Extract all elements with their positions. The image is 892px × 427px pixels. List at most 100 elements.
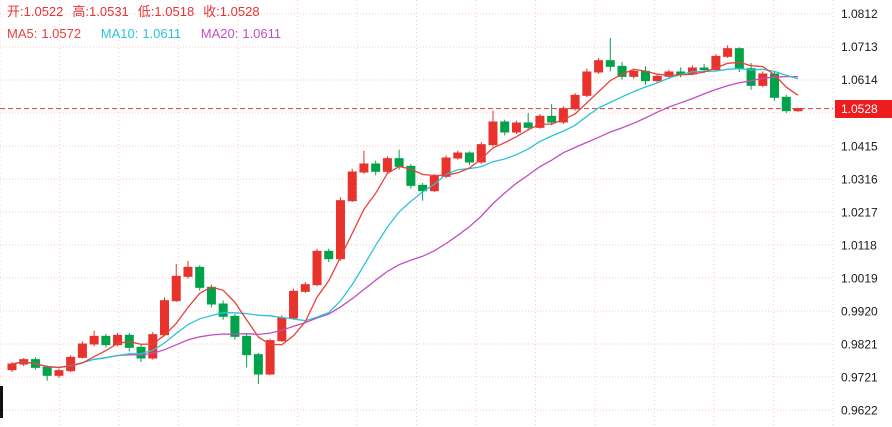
ma20-line: [11, 75, 798, 369]
candle-body: [42, 366, 52, 376]
candle-body: [195, 266, 205, 288]
candle-body: [148, 334, 158, 359]
candle-body: [371, 163, 381, 172]
y-axis-label: 0.9622: [841, 404, 878, 418]
ma10-legend: MA10: 1.0611: [101, 26, 181, 41]
high-value: 1.0531: [89, 4, 129, 19]
ma5-legend: MA5: 1.0572: [7, 26, 81, 41]
candle-body: [629, 70, 639, 77]
candle-body: [324, 250, 334, 260]
ma20-legend: MA20: 1.0611: [201, 26, 281, 41]
candle-body: [511, 122, 521, 133]
candle-body: [781, 96, 791, 112]
candle-body: [289, 290, 299, 319]
open-label: 开:: [7, 4, 24, 19]
candle-body: [640, 70, 650, 82]
candle-body: [113, 334, 123, 346]
candle-body: [89, 335, 99, 345]
candle-body: [265, 340, 275, 375]
y-axis-label: 1.0812: [841, 7, 878, 21]
y-axis-label: 1.0415: [841, 139, 878, 153]
y-axis-label: 0.9920: [841, 304, 878, 318]
current-price-tag: 1.0528: [835, 99, 892, 118]
y-axis-label: 1.0217: [841, 205, 878, 219]
candle-body: [406, 165, 416, 186]
candle-body: [312, 250, 322, 286]
candle-body: [582, 71, 592, 96]
candle-body: [359, 163, 369, 173]
candle-body: [77, 343, 87, 358]
candle-body: [183, 266, 193, 277]
candle-body: [300, 284, 310, 292]
axis-origin-mark: [0, 386, 3, 418]
y-axis-label: 0.9821: [841, 337, 878, 351]
candle-body: [558, 108, 568, 123]
low-label: 低:: [137, 4, 155, 19]
candle-body: [535, 115, 545, 128]
ma10-value: 1.0611: [142, 26, 182, 41]
ma5-line: [11, 61, 799, 369]
candle-body: [664, 71, 674, 77]
ma5-label: MA5:: [7, 26, 38, 41]
y-axis-label: 1.0614: [841, 73, 878, 87]
ma-legend: MA5: 1.0572 MA10: 1.0611 MA20: 1.0611: [7, 25, 297, 43]
ma10-label: MA10:: [100, 26, 139, 41]
candle-body: [793, 108, 803, 112]
candle-body: [230, 315, 240, 337]
candle-body: [758, 73, 768, 86]
candle-body: [429, 175, 439, 192]
y-axis-label: 1.0118: [841, 238, 877, 252]
candle-body: [617, 65, 627, 77]
y-axis-label: 1.0316: [841, 172, 878, 186]
candle-body: [746, 68, 756, 86]
high-label: 高:: [72, 4, 90, 19]
y-axis-label: 1.0713: [841, 40, 878, 54]
candle-body: [253, 354, 263, 375]
ma20-value: 1.0611: [242, 26, 282, 41]
candle-body: [523, 122, 533, 128]
low-value: 1.0518: [154, 4, 195, 19]
candle-body: [394, 158, 404, 167]
candle-body: [335, 200, 345, 260]
grid: [0, 0, 834, 427]
ma5-value: 1.0572: [41, 26, 82, 41]
open-value: 1.0522: [23, 4, 64, 19]
candle-body: [101, 335, 111, 346]
candle-body: [160, 300, 170, 336]
candle-body: [652, 75, 662, 82]
candle-body: [347, 171, 357, 202]
candle-body: [476, 144, 486, 163]
candle-body: [547, 115, 557, 123]
candle-body: [500, 121, 510, 133]
close-label: 收:: [203, 4, 220, 19]
candle-body: [699, 67, 709, 71]
candle-body: [711, 55, 721, 71]
candle-body: [7, 363, 17, 371]
candle-body: [66, 356, 76, 372]
candle-body: [465, 152, 475, 163]
candles: [7, 38, 803, 384]
candle-body: [734, 48, 744, 70]
candle-body: [605, 60, 615, 67]
candle-body: [206, 286, 216, 305]
candle-body: [723, 48, 733, 57]
candle-body: [418, 184, 428, 192]
y-axis-label: 0.9721: [841, 371, 878, 385]
candle-body: [171, 275, 181, 302]
candle-body: [382, 158, 392, 172]
ohlc-legend: 开:1.0522 高:1.0531 低:1.0518 收:1.0528: [7, 3, 269, 21]
close-value: 1.0528: [219, 4, 260, 19]
candle-body: [54, 370, 64, 376]
candle-body: [594, 60, 604, 73]
candle-body: [570, 94, 580, 110]
y-axis-labels: 1.0812 1.0713 1.0614 1.0415 1.0316 1.0217 1.01…: [841, 7, 878, 418]
ma10-line: [11, 67, 799, 369]
candle-body: [453, 152, 463, 159]
candle-body: [218, 303, 228, 317]
candle-body: [770, 73, 780, 98]
ma20-label: MA20:: [200, 26, 239, 41]
candle-body: [488, 121, 498, 146]
candle-body: [242, 335, 252, 356]
